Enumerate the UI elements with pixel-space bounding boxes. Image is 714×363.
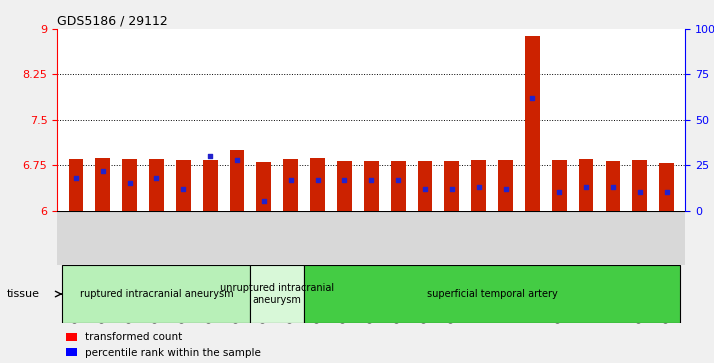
Bar	[498, 160, 513, 211]
Point	[393, 177, 404, 183]
Text: ruptured intracranial aneurysm: ruptured intracranial aneurysm	[80, 289, 233, 299]
Bar	[605, 161, 620, 211]
Bar	[525, 36, 540, 211]
Point	[446, 186, 458, 192]
Bar	[96, 158, 110, 211]
Bar	[391, 161, 406, 211]
Text: unruptured intracranial
aneurysm: unruptured intracranial aneurysm	[220, 283, 334, 305]
Point	[338, 177, 350, 183]
Point	[580, 184, 592, 190]
Point	[97, 168, 109, 174]
Bar	[256, 162, 271, 211]
Bar	[552, 160, 567, 211]
Bar	[283, 159, 298, 211]
Bar	[69, 159, 84, 211]
Bar	[444, 161, 459, 211]
Point	[473, 184, 484, 190]
Point	[204, 153, 216, 159]
Bar	[230, 150, 244, 211]
Bar	[471, 160, 486, 211]
Point	[124, 180, 136, 186]
Bar	[310, 158, 325, 211]
Bar	[364, 161, 378, 211]
Text: GDS5186 / 29112: GDS5186 / 29112	[57, 15, 168, 28]
Bar	[251, 265, 304, 323]
Bar	[149, 159, 164, 211]
Bar	[633, 160, 647, 211]
Point	[500, 186, 511, 192]
Point	[231, 157, 243, 163]
Point	[553, 189, 565, 195]
Point	[419, 186, 431, 192]
Legend: transformed count, percentile rank within the sample: transformed count, percentile rank withi…	[62, 328, 266, 362]
Point	[151, 175, 162, 181]
Bar	[122, 159, 137, 211]
Bar	[304, 265, 680, 323]
Point	[634, 189, 645, 195]
Bar	[579, 159, 593, 211]
Point	[661, 189, 673, 195]
Bar	[418, 161, 433, 211]
Point	[366, 177, 377, 183]
Point	[258, 199, 270, 204]
Point	[312, 177, 323, 183]
Point	[607, 184, 618, 190]
Bar	[176, 160, 191, 211]
Point	[178, 186, 189, 192]
Point	[527, 95, 538, 101]
Bar	[203, 160, 218, 211]
Point	[70, 175, 81, 181]
Bar	[659, 163, 674, 211]
Bar	[63, 265, 251, 323]
Point	[285, 177, 296, 183]
Text: tissue: tissue	[7, 289, 40, 299]
Text: superficial temporal artery: superficial temporal artery	[427, 289, 558, 299]
Bar	[337, 161, 352, 211]
